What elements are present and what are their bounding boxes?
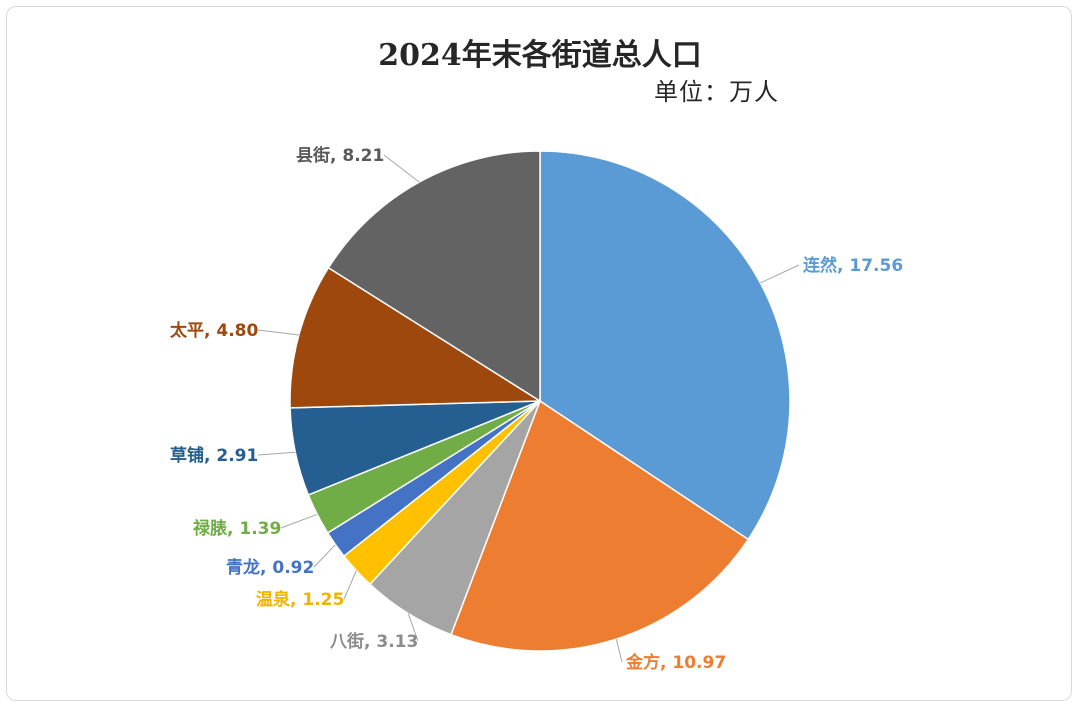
leader-line-连然 bbox=[760, 264, 800, 284]
data-label-青龙: 青龙, 0.92 bbox=[226, 557, 314, 578]
chart-title: 2024年末各街道总人口 bbox=[378, 38, 702, 73]
leader-line-温泉 bbox=[343, 570, 357, 600]
pie-slice-县街 bbox=[327, 150, 541, 403]
leader-line-禄脿 bbox=[280, 513, 318, 529]
data-label-温泉: 温泉, 1.25 bbox=[256, 589, 344, 610]
data-label-八街: 八街, 3.13 bbox=[330, 631, 418, 652]
leader-line-草铺 bbox=[257, 451, 296, 456]
pie-slice-金方 bbox=[450, 399, 750, 652]
leader-line-金方 bbox=[615, 638, 623, 663]
leader-line-八街 bbox=[407, 613, 419, 642]
leader-line-青龙 bbox=[313, 544, 336, 568]
data-label-太平: 太平, 4.80 bbox=[170, 320, 258, 341]
data-label-连然: 连然, 17.56 bbox=[803, 255, 903, 276]
data-label-县街: 县街, 8.21 bbox=[296, 145, 384, 166]
unit-note: 单位：万人 bbox=[654, 78, 779, 106]
leader-line-县街 bbox=[383, 154, 420, 183]
data-label-草铺: 草铺, 2.91 bbox=[170, 445, 258, 466]
data-label-禄脿: 禄脿, 1.39 bbox=[193, 518, 281, 539]
data-label-金方: 金方, 10.97 bbox=[625, 652, 726, 673]
leader-line-太平 bbox=[257, 329, 299, 336]
